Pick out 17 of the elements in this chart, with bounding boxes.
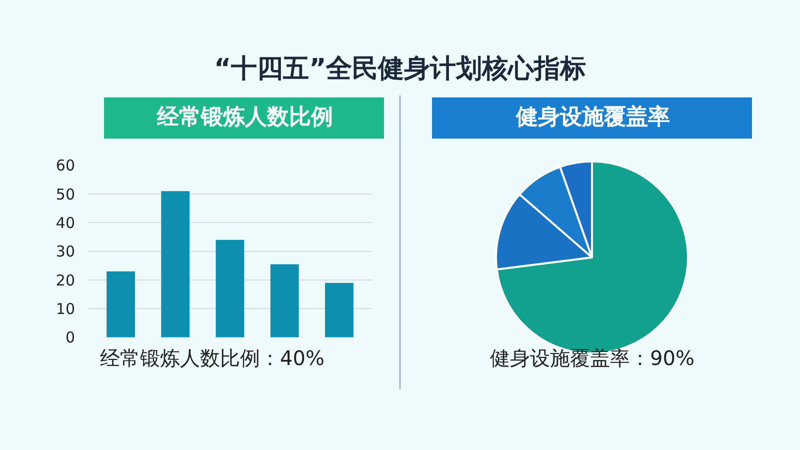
- text: “十四五”全民健身计划核心指标: [214, 54, 586, 84]
- bar: [325, 282, 354, 338]
- bar: [106, 271, 135, 338]
- text: 健身设施覆盖率：90%: [490, 346, 694, 370]
- chart-title: 经常锻炼人数比例: [156, 105, 333, 130]
- y-tick-label: 50: [56, 185, 75, 204]
- y-tick-label: 0: [65, 328, 75, 347]
- bar: [270, 264, 299, 338]
- text: 经常锻炼人数比例：40%: [100, 346, 324, 370]
- y-tick-label: 20: [56, 271, 75, 290]
- y-tick-label: 60: [56, 156, 75, 175]
- chart-title: 健身设施覆盖率: [515, 104, 670, 130]
- bar: [216, 240, 244, 338]
- y-tick-label: 30: [56, 242, 75, 261]
- bar: [161, 191, 190, 338]
- y-tick-label: 40: [56, 214, 75, 232]
- y-tick-label: 10: [56, 300, 75, 318]
